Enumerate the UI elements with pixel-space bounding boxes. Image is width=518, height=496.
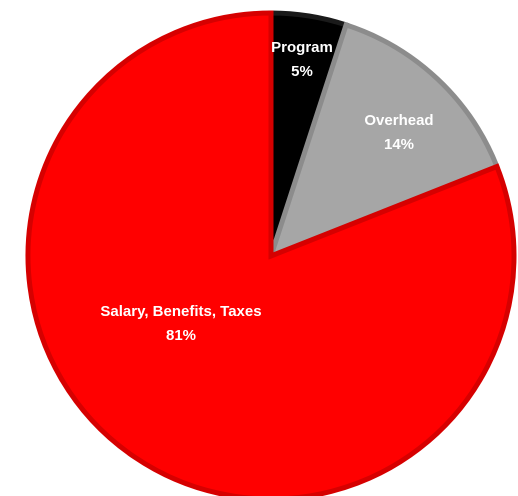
slice-label-3: Salary, Benefits, Taxes: [100, 303, 261, 320]
slice-label-2: Overhead: [364, 112, 433, 129]
pie-slices: [25, 10, 517, 496]
slice-value-2: 14%: [384, 136, 414, 153]
pie-slice-salary-benefits-taxes: [25, 10, 517, 496]
slice-label-1: Program: [271, 39, 333, 56]
pie-labels: Program 5% Overhead 14% Salary, Benefits, Ta…: [100, 39, 433, 344]
slice-value-1: 5%: [291, 63, 313, 80]
pie-slice-overhead: [266, 21, 501, 261]
slice-value-3: 81%: [166, 327, 196, 344]
